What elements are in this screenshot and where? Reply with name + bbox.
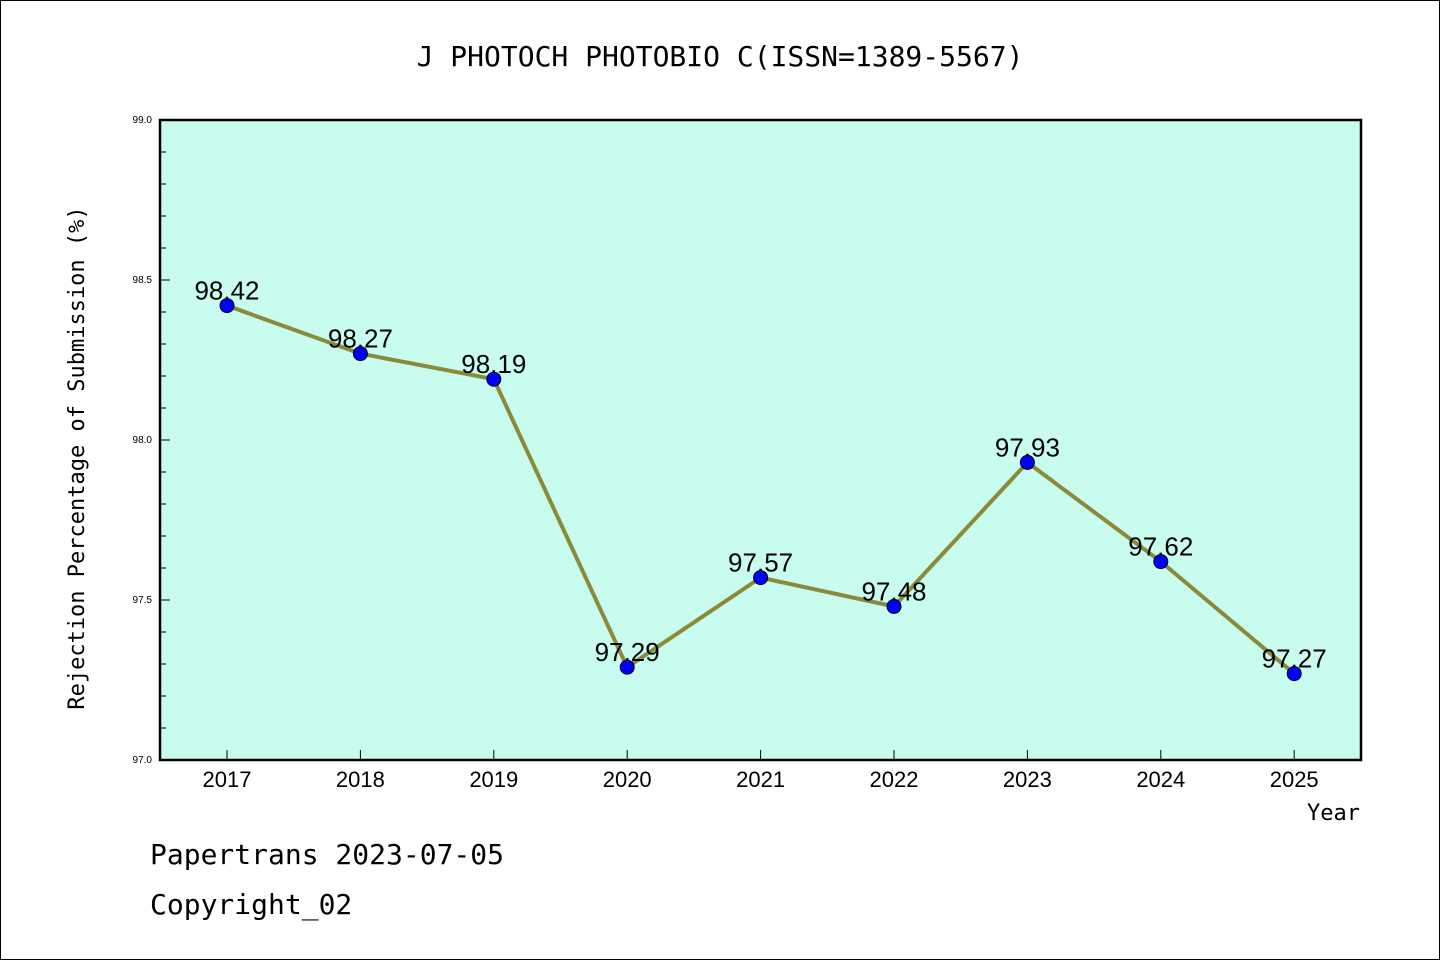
x-tick-label: 2023 — [1003, 767, 1052, 792]
data-label: 98.27 — [328, 324, 393, 354]
y-tick-label: 98.0 — [133, 435, 153, 446]
footer-date: Papertrans 2023-07-05 — [150, 838, 504, 871]
data-label: 97.57 — [728, 548, 793, 578]
data-point — [219, 298, 235, 314]
data-label: 97.48 — [861, 576, 926, 606]
data-point — [886, 598, 902, 614]
data-point — [1019, 454, 1035, 470]
data-point — [486, 371, 502, 387]
data-label: 97.62 — [1128, 532, 1193, 562]
x-tick-label: 2025 — [1270, 767, 1319, 792]
data-label: 98.19 — [461, 349, 526, 379]
x-tick-label: 2024 — [1136, 767, 1185, 792]
y-axis: 97.0 97.5 98.0 98.5 99.0 — [133, 115, 170, 766]
y-axis-label: Rejection Percentage of Submission (%) — [65, 206, 90, 709]
x-axis-label: Year — [1307, 801, 1360, 826]
data-label: 97.29 — [595, 637, 660, 667]
x-tick-label: 2021 — [736, 767, 785, 792]
data-point — [753, 570, 769, 586]
x-axis: 2017 2018 2019 2020 2021 2022 2023 2024 2025 — [203, 750, 1319, 792]
footer-copyright: Copyright_02 — [150, 888, 352, 922]
data-point — [1286, 666, 1302, 682]
data-label: 97.93 — [995, 432, 1060, 462]
y-tick-label: 97.0 — [133, 755, 153, 766]
x-tick-label: 2022 — [870, 767, 919, 792]
data-labels: 98.42 98.27 98.19 97.29 97.57 97.48 97.93 97.62… — [194, 276, 1326, 674]
data-point — [352, 346, 368, 362]
data-series — [219, 298, 1302, 682]
y-tick-label: 97.5 — [133, 595, 153, 606]
plot-area — [158, 118, 1363, 762]
data-point — [1153, 554, 1169, 570]
x-tick-label: 2017 — [203, 767, 252, 792]
x-tick-label: 2019 — [469, 767, 518, 792]
data-label: 97.27 — [1262, 644, 1327, 674]
x-tick-label: 2020 — [603, 767, 652, 792]
y-tick-label: 98.5 — [133, 275, 153, 286]
x-tick-label: 2018 — [336, 767, 385, 792]
y-tick-label: 99.0 — [133, 115, 153, 126]
data-label: 98.42 — [194, 276, 259, 306]
data-point — [619, 659, 635, 675]
chart-title: J PHOTOCH PHOTOBIO C(ISSN=1389-5567) — [417, 40, 1024, 73]
